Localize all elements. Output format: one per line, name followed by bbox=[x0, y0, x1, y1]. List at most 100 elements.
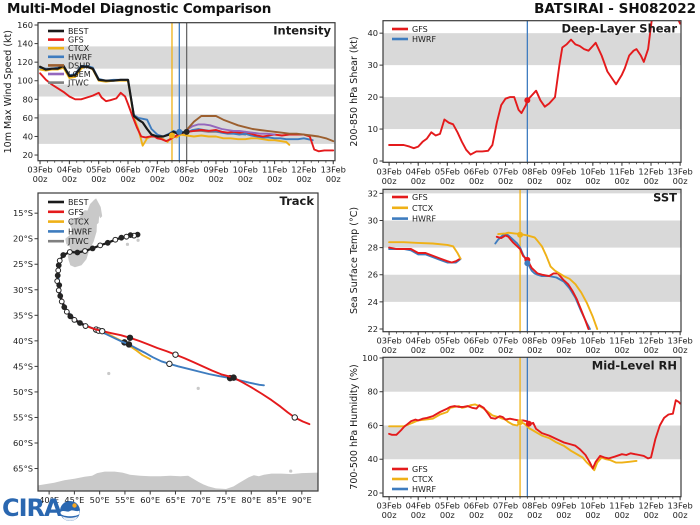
y-tick-label: 100 bbox=[362, 353, 378, 363]
x-tick-sublabel: 00z bbox=[326, 174, 341, 184]
track-position-marker bbox=[56, 282, 63, 289]
series-gfs-line bbox=[57, 282, 311, 426]
y-tick-label: 22 bbox=[367, 324, 378, 334]
track-position-marker bbox=[67, 313, 74, 320]
panel-rh: 03Feb00z04Feb00z05Feb00z06Feb00z07Feb00z… bbox=[349, 353, 693, 520]
init-point-marker bbox=[525, 420, 532, 427]
track-position-marker bbox=[82, 248, 88, 254]
legend-label-gfs: GFS bbox=[412, 465, 428, 474]
storm-title: BATSIRAI - SH082022 bbox=[534, 1, 696, 17]
track-position-marker bbox=[54, 272, 61, 279]
x-tick-label: 09Feb bbox=[203, 165, 228, 175]
category-band bbox=[383, 274, 681, 302]
y-tick-label: 30 bbox=[367, 60, 378, 70]
x-tick-label: 04Feb bbox=[406, 166, 431, 176]
legend-label-hwrf: HWRF bbox=[68, 227, 92, 236]
y-tick-label: 0 bbox=[373, 156, 378, 166]
x-tick-sublabel: 00z bbox=[382, 345, 397, 355]
legend-label-hwrf: HWRF bbox=[412, 35, 436, 44]
x-tick-label: 05Feb bbox=[435, 166, 460, 176]
series-ctcx-line bbox=[56, 262, 152, 361]
series-ctcx-line bbox=[388, 403, 638, 472]
x-tick-label: 12Feb bbox=[638, 336, 663, 346]
x-tick-sublabel: 00z bbox=[556, 345, 571, 355]
series-lgem-line bbox=[185, 123, 276, 136]
series-dshp-line bbox=[185, 115, 335, 143]
x-tick-label: 40°E bbox=[39, 495, 59, 505]
legend-label-gfs: GFS bbox=[412, 193, 428, 202]
x-tick-sublabel: 00z bbox=[556, 510, 571, 520]
rh-frame bbox=[382, 356, 682, 498]
track-position-marker bbox=[89, 245, 96, 252]
y-tick-label: 60 bbox=[22, 113, 33, 123]
x-tick-sublabel: 00z bbox=[585, 510, 600, 520]
y-tick-label: 35°S bbox=[13, 310, 33, 320]
shear-axis-title: 200-850 hPa Shear (kt) bbox=[349, 36, 360, 146]
legend-label-ctcx: CTCX bbox=[68, 218, 90, 227]
x-tick-sublabel: 00z bbox=[527, 345, 542, 355]
island bbox=[289, 469, 293, 473]
track-plot-area bbox=[38, 198, 318, 491]
series-gfs-line bbox=[388, 20, 681, 156]
x-tick-label: 07Feb bbox=[145, 165, 170, 175]
x-tick-label: 50°E bbox=[90, 495, 110, 505]
x-tick-sublabel: 00z bbox=[498, 510, 513, 520]
x-tick-sublabel: 00z bbox=[440, 510, 455, 520]
x-tick-sublabel: 00z bbox=[150, 174, 165, 184]
x-tick-sublabel: 00z bbox=[62, 174, 77, 184]
series-ctcx-a-line bbox=[388, 241, 462, 260]
y-tick-label: 32 bbox=[367, 188, 378, 198]
x-tick-label: 05Feb bbox=[435, 336, 460, 346]
x-tick-sublabel: 00z bbox=[673, 345, 688, 355]
x-tick-label: 07Feb bbox=[493, 501, 518, 511]
panel-shear: 03Feb00z04Feb00z05Feb00z06Feb00z07Feb00z… bbox=[349, 20, 693, 186]
y-tick-label: 80 bbox=[367, 387, 378, 397]
legend-label-hwrf: HWRF bbox=[412, 485, 436, 494]
legend-label-ctcx: CTCX bbox=[412, 204, 434, 213]
sst-frame bbox=[382, 188, 682, 333]
y-tick-label: 60°S bbox=[13, 438, 33, 448]
cira-logo-text: CIRA bbox=[2, 494, 63, 522]
x-tick-sublabel: 00z bbox=[614, 345, 629, 355]
x-tick-label: 12Feb bbox=[638, 166, 663, 176]
x-tick-sublabel: 00z bbox=[209, 174, 224, 184]
landmass bbox=[65, 198, 103, 268]
x-tick-label: 08Feb bbox=[174, 165, 199, 175]
y-tick-label: 140 bbox=[17, 39, 33, 49]
series-best-line bbox=[38, 64, 188, 138]
track-panel-title: Track bbox=[280, 194, 315, 208]
series-gfs-b-line bbox=[495, 234, 590, 330]
x-tick-label: 90°E bbox=[292, 495, 312, 505]
x-tick-label: 03Feb bbox=[376, 166, 401, 176]
y-tick-label: 60 bbox=[367, 420, 378, 430]
category-band bbox=[383, 189, 681, 194]
track-position-marker bbox=[60, 252, 67, 258]
x-tick-sublabel: 00z bbox=[382, 510, 397, 520]
x-tick-sublabel: 00z bbox=[179, 174, 194, 184]
forecast-position-marker bbox=[126, 334, 134, 341]
category-band bbox=[383, 357, 681, 392]
series-hwrf-b-line bbox=[494, 233, 591, 330]
x-tick-label: 08Feb bbox=[522, 166, 547, 176]
series-hwrf-a-line bbox=[388, 248, 462, 264]
x-tick-sublabel: 00z bbox=[440, 176, 455, 186]
x-tick-sublabel: 00z bbox=[33, 174, 48, 184]
x-tick-label: 11Feb bbox=[609, 166, 634, 176]
forecast-position-marker bbox=[291, 414, 298, 421]
intensity-plot-area bbox=[38, 22, 335, 161]
rh-panel-title: Mid-Level RH bbox=[592, 358, 677, 372]
x-tick-label: 07Feb bbox=[493, 336, 518, 346]
x-tick-label: 06Feb bbox=[115, 165, 140, 175]
x-tick-label: 45°E bbox=[64, 495, 84, 505]
forecast-position-marker bbox=[98, 327, 106, 335]
legend-label-gfs: GFS bbox=[412, 25, 428, 34]
y-tick-label: 40 bbox=[367, 454, 378, 464]
x-tick-sublabel: 00z bbox=[644, 510, 659, 520]
sst-plot-area bbox=[383, 189, 681, 332]
x-tick-label: 05Feb bbox=[86, 165, 111, 175]
legend-label-gfs: GFS bbox=[68, 36, 84, 45]
y-tick-label: 30 bbox=[367, 215, 378, 225]
intensity-panel-title: Intensity bbox=[273, 24, 331, 38]
init-point-marker bbox=[524, 260, 531, 267]
x-tick-sublabel: 00z bbox=[644, 345, 659, 355]
